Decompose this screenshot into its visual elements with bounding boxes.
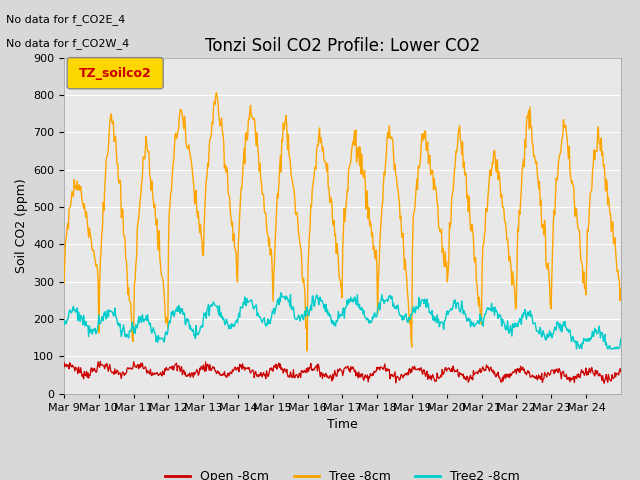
Text: TZ_soilco2: TZ_soilco2 [79, 67, 152, 80]
Text: No data for f_CO2E_4: No data for f_CO2E_4 [6, 14, 125, 25]
Y-axis label: Soil CO2 (ppm): Soil CO2 (ppm) [15, 178, 28, 273]
Text: No data for f_CO2W_4: No data for f_CO2W_4 [6, 38, 130, 49]
Legend: Open -8cm, Tree -8cm, Tree2 -8cm: Open -8cm, Tree -8cm, Tree2 -8cm [159, 465, 525, 480]
Title: Tonzi Soil CO2 Profile: Lower CO2: Tonzi Soil CO2 Profile: Lower CO2 [205, 36, 480, 55]
X-axis label: Time: Time [327, 418, 358, 431]
